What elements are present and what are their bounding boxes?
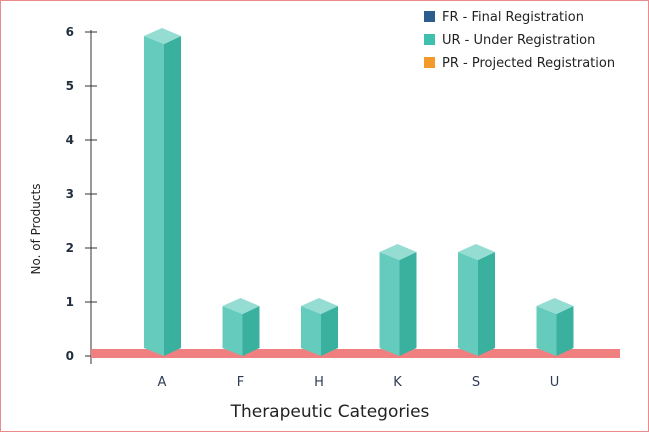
- bar-S: [458, 244, 495, 356]
- bar-face-left: [458, 252, 478, 356]
- x-tick-label: S: [472, 375, 480, 390]
- bar-face-top: [536, 298, 574, 314]
- bar-face-top: [458, 244, 495, 260]
- legend-swatch: [424, 11, 435, 22]
- chart-floor: [91, 349, 620, 358]
- y-tick-label: 6: [66, 25, 74, 39]
- bar-face-right: [478, 252, 495, 356]
- y-tick-label: 2: [66, 241, 74, 255]
- bar-F: [222, 298, 260, 356]
- y-tick-label: 4: [66, 133, 74, 147]
- bar-face-left: [144, 36, 164, 356]
- chart-legend: FR - Final Registration UR - Under Regist…: [424, 10, 615, 71]
- legend-label: FR - Final Registration: [442, 10, 584, 25]
- bar-face-top: [379, 244, 417, 260]
- chart-bars: [144, 28, 574, 356]
- bar-face-right: [556, 306, 574, 356]
- bar-K: [379, 244, 417, 356]
- x-axis-title: Therapeutic Categories: [230, 402, 430, 422]
- y-tick-label: 0: [66, 349, 74, 363]
- legend-swatch: [424, 34, 435, 45]
- bar-face-right: [321, 306, 338, 356]
- legend-item: UR - Under Registration: [424, 33, 595, 48]
- y-tick-label: 1: [66, 295, 74, 309]
- bar-face-left: [222, 306, 243, 356]
- x-tick-label: A: [158, 375, 167, 390]
- y-tick-label: 5: [66, 79, 74, 93]
- y-axis-title: No. of Products: [29, 184, 43, 275]
- chart-axes: 0 1 2 3 4 5 6: [66, 25, 97, 364]
- legend-item: FR - Final Registration: [424, 10, 584, 25]
- y-tick-label: 3: [66, 187, 74, 201]
- legend-label: PR - Projected Registration: [442, 56, 615, 71]
- chart-floor-plane: [91, 349, 620, 358]
- bar-face-right: [399, 252, 417, 356]
- x-tick-label: F: [237, 375, 244, 390]
- bar-face-top: [222, 298, 260, 314]
- legend-item: PR - Projected Registration: [424, 56, 615, 71]
- bar-face-left: [301, 306, 321, 356]
- bar-face-right: [242, 306, 260, 356]
- bar-face-top: [144, 28, 181, 44]
- bar-A: [144, 28, 181, 356]
- bar-face-left: [379, 252, 400, 356]
- bar-face-right: [164, 36, 181, 356]
- bar-face-top: [301, 298, 338, 314]
- bar-face-left: [536, 306, 557, 356]
- bar-U: [536, 298, 574, 356]
- x-tick-label: H: [314, 375, 324, 390]
- bar-H: [301, 298, 338, 356]
- x-tick-label: K: [393, 375, 402, 390]
- legend-swatch: [424, 57, 435, 68]
- legend-label: UR - Under Registration: [442, 33, 595, 48]
- x-tick-label: U: [550, 375, 560, 390]
